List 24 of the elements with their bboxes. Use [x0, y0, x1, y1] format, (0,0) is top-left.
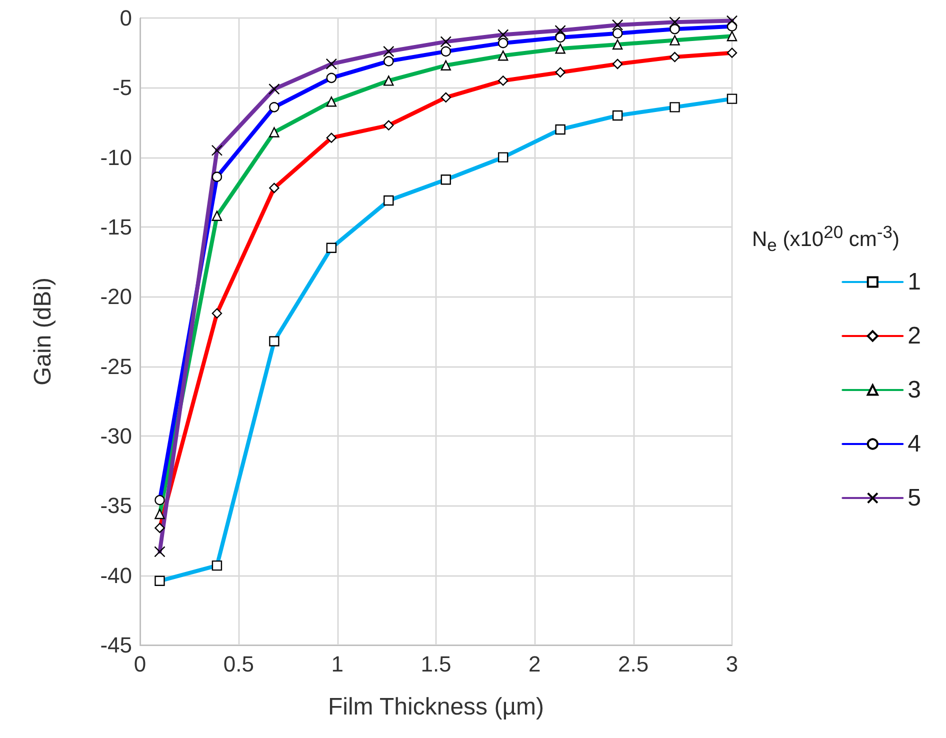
legend-label: 3	[908, 376, 922, 404]
y-tick-label: -25	[100, 354, 132, 379]
y-tick-label: -5	[112, 75, 132, 100]
x-axis-title: Film Thickness (µm)	[328, 694, 544, 720]
y-tick-label: -20	[100, 284, 132, 310]
x-tick-label: 1.5	[420, 652, 452, 676]
legend-label: 4	[908, 430, 922, 458]
legend-label: 2	[908, 322, 922, 350]
x-tick-label: 1	[331, 652, 344, 676]
y-tick-label: 0	[120, 6, 132, 30]
legend-label: 1	[908, 268, 922, 296]
y-tick-label: -10	[100, 144, 132, 170]
x-tick-label: 2.5	[618, 652, 649, 676]
y-tick-label: -35	[100, 493, 132, 518]
legend-title: N$_{e}$ (x10$^{20}$ cm$^{-3}$)	[752, 222, 900, 256]
y-tick-label: -40	[100, 562, 132, 588]
x-tick-label: 3	[726, 652, 738, 676]
legend-label: 5	[908, 484, 922, 512]
x-tick-label: 2	[528, 652, 541, 676]
y-tick-label: -45	[100, 632, 132, 658]
x-tick-label: 0.5	[223, 652, 254, 676]
y-tick-label: -15	[100, 214, 132, 240]
y-tick-label: -30	[100, 424, 132, 448]
y-axis-title: Gain (dBi)	[30, 277, 56, 386]
